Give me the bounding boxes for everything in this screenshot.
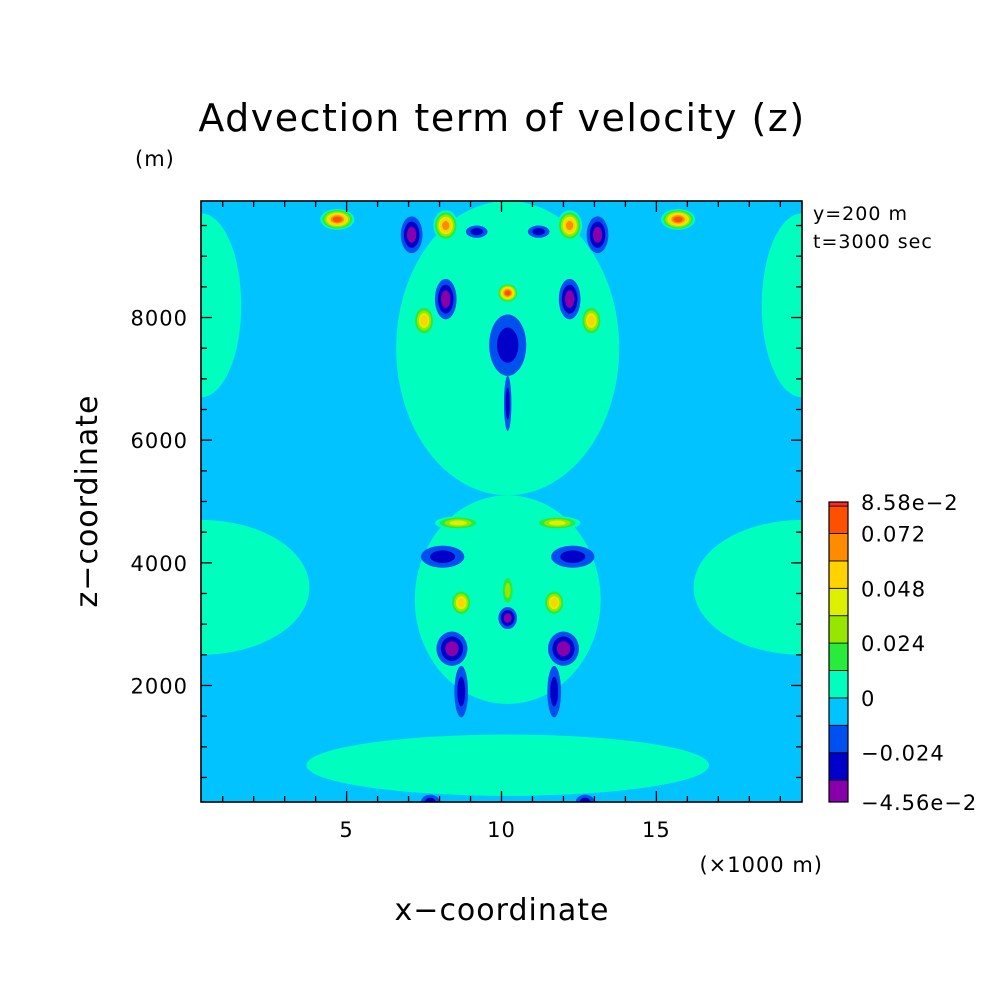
- colorbar-segment: [828, 505, 849, 534]
- contour-max: [543, 589, 566, 617]
- colorbar-tick-label: 0.072: [861, 523, 926, 547]
- colorbar-tick-label: 0.024: [861, 632, 926, 656]
- contour-min: [434, 278, 457, 320]
- colorbar-segment: [828, 533, 849, 562]
- colorbar-tick-label: 8.58e−2: [861, 491, 959, 515]
- y-unit-label: (m): [135, 147, 175, 171]
- contour-region: [306, 734, 710, 796]
- colorbar-tick-label: 0.048: [861, 577, 926, 601]
- contour-min: [436, 631, 468, 666]
- contour-min: [465, 225, 488, 238]
- colorbar-tick-label: 0: [861, 687, 875, 711]
- contour-max: [500, 573, 515, 608]
- y-tick-label: 2000: [131, 674, 188, 698]
- contour-max: [661, 208, 696, 230]
- contour-max: [320, 208, 355, 230]
- colorbar-frame: [828, 501, 849, 803]
- contour-region: [201, 519, 310, 655]
- colorbar-segment: [828, 501, 849, 507]
- x-axis-label: x−coordinate: [395, 893, 610, 928]
- colorbar-segment: [828, 670, 849, 699]
- y-axis-label: z−coordinate: [70, 395, 105, 608]
- contour-min: [547, 665, 561, 718]
- axes: 5 10 15 2000 4000 6000 8000: [131, 200, 803, 842]
- contour-min: [558, 278, 581, 320]
- x-tick-label: 5: [339, 818, 353, 842]
- contour-max: [434, 516, 482, 530]
- contour-max: [413, 305, 435, 336]
- colorbar-segment: [828, 697, 849, 726]
- contour-min: [420, 545, 465, 568]
- colorbar: −4.56e−2 −0.024 0 0.024 0.048 0.072 8.58e−2: [828, 491, 977, 815]
- colorbar-segment: [828, 724, 849, 754]
- contour-region: [761, 213, 802, 398]
- y-tick-label: 6000: [131, 429, 188, 453]
- contour-max: [433, 210, 459, 241]
- colorbar-tick-label: −0.024: [861, 742, 945, 766]
- colorbar-segment: [828, 615, 849, 644]
- contour-min: [527, 225, 550, 238]
- annotation-y: y=200 m: [813, 203, 908, 225]
- contour-min: [586, 216, 609, 254]
- x-tick-label: 10: [487, 818, 516, 842]
- contour-max: [557, 210, 583, 241]
- plot-area: [201, 201, 802, 802]
- contour-min: [547, 631, 579, 666]
- colorbar-segment: [828, 560, 849, 589]
- contour-min: [575, 794, 595, 802]
- contour-min: [400, 216, 423, 254]
- annotation-t: t=3000 sec: [813, 231, 933, 253]
- colorbar-tick-label: −4.56e−2: [861, 791, 977, 815]
- contour-min: [420, 794, 440, 802]
- colorbar-segment: [828, 642, 849, 671]
- colorbar-segment: [828, 752, 849, 781]
- contour-min: [489, 314, 527, 376]
- contour-min: [498, 606, 517, 630]
- contour-max: [534, 516, 581, 530]
- contour-min: [503, 375, 512, 431]
- contour-region: [693, 519, 802, 655]
- contour-min: [454, 665, 469, 718]
- colorbar-segment: [828, 779, 849, 803]
- y-tick-label: 8000: [131, 307, 188, 331]
- contour-max: [450, 589, 473, 617]
- y-tick-label: 4000: [131, 552, 188, 576]
- colorbar-segment: [828, 587, 849, 617]
- chart-title: Advection term of velocity (z): [198, 96, 805, 140]
- contour-region: [201, 213, 242, 398]
- contour-max: [496, 283, 519, 303]
- contour-max: [580, 305, 603, 336]
- contour-min: [551, 545, 595, 568]
- x-tick-label: 15: [642, 818, 671, 842]
- x-unit-label: (×1000 m): [699, 853, 823, 877]
